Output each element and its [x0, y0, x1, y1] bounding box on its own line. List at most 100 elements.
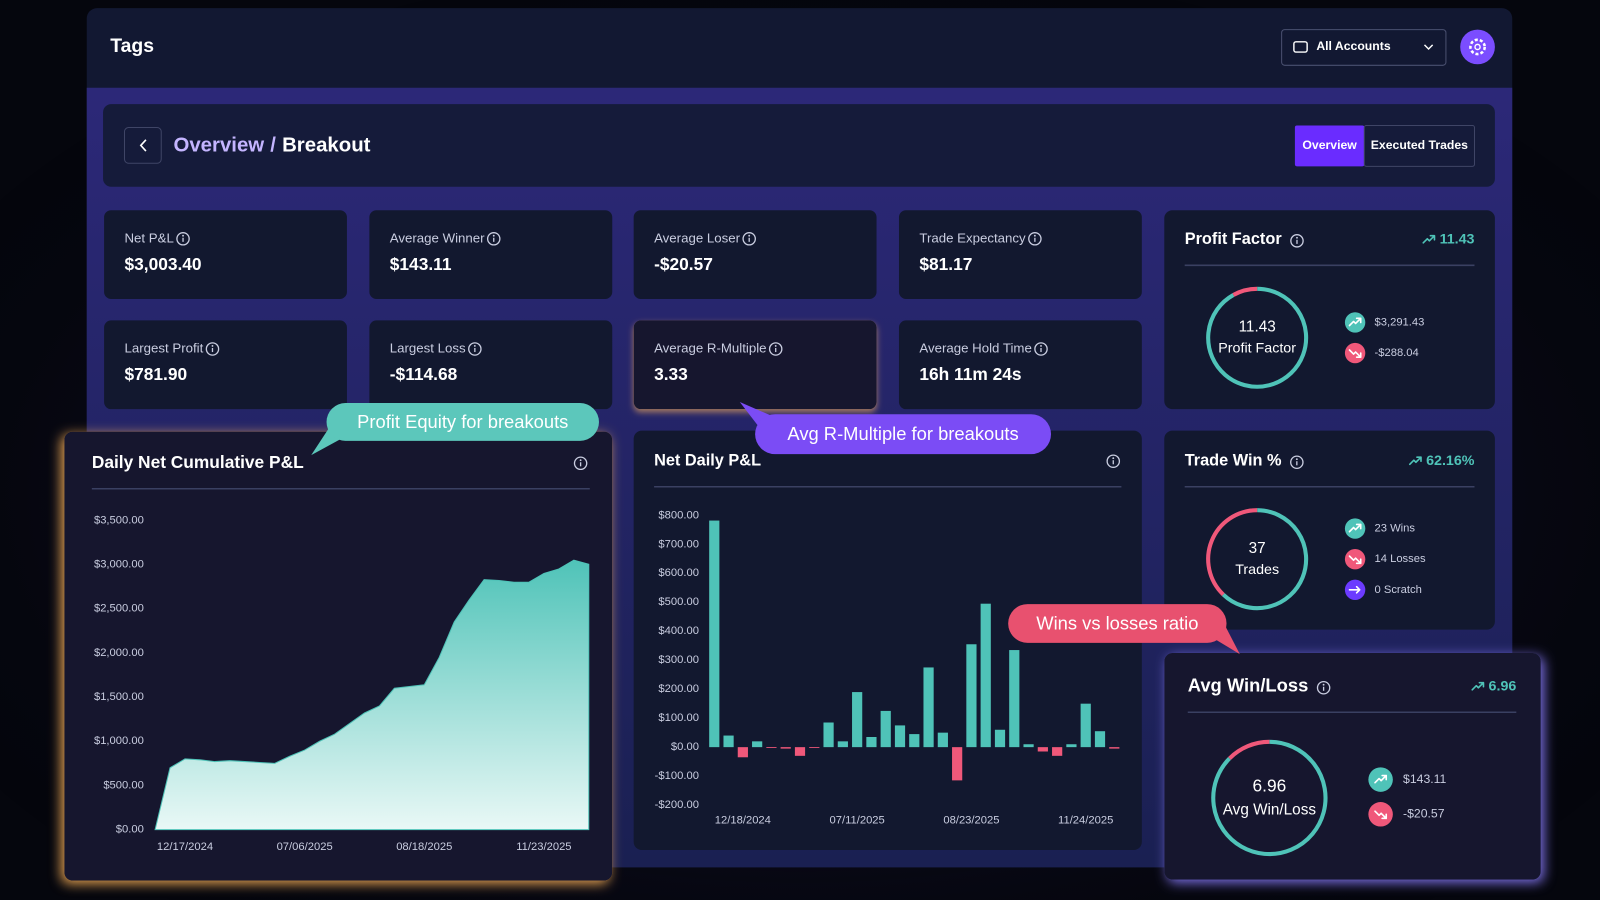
- tab-active[interactable]: [1294, 125, 1365, 167]
- y-tick-label: $600.00: [658, 567, 699, 579]
- breadcrumb-current: Breakout: [282, 134, 371, 156]
- y-tick-label: $2,000.00: [94, 647, 144, 659]
- bar: [1037, 747, 1048, 752]
- y-tick-label: $400.00: [658, 625, 699, 637]
- info-circle: [176, 231, 190, 246]
- y-tick-label: $500.00: [103, 779, 144, 791]
- legend-label: 23 Wins: [1374, 523, 1415, 535]
- dropdown-box[interactable]: [1281, 29, 1447, 66]
- settings-circle[interactable]: [1460, 29, 1495, 65]
- account-dropdown[interactable]: All Accounts: [1281, 29, 1447, 66]
- stat-card: [104, 210, 347, 299]
- briefcase-icon: [1293, 41, 1308, 53]
- x-tick-label: 12/18/2024: [715, 814, 771, 826]
- info-dot: [1112, 457, 1115, 460]
- trend-icon: [1348, 523, 1362, 533]
- info-icon: [1316, 680, 1331, 695]
- x-tick-label: 11/23/2025: [516, 841, 571, 853]
- tab-inactive[interactable]: [1363, 124, 1475, 167]
- y-tick-label: $3,000.00: [94, 559, 144, 571]
- account-label[interactable]: All Accounts: [1316, 39, 1391, 53]
- stat-card: [898, 320, 1142, 410]
- info-dot: [1296, 236, 1298, 239]
- stat-card: [633, 320, 877, 410]
- gear-icon: [1469, 38, 1486, 56]
- legend-label: 14 Losses: [1374, 553, 1426, 565]
- bar: [880, 710, 891, 748]
- stat-label: Average Winner: [390, 230, 485, 245]
- bar: [1080, 703, 1091, 748]
- callout-text: Wins vs losses ratio: [1036, 612, 1198, 633]
- chart-title: Daily Net Cumulative P&L: [92, 452, 304, 472]
- callout-pill: [755, 414, 1052, 455]
- info-icon: [742, 231, 756, 246]
- back-box[interactable]: [123, 127, 162, 164]
- info-dot: [211, 344, 214, 347]
- callout-pill: [326, 403, 599, 441]
- settings-button[interactable]: [1460, 29, 1495, 65]
- trend-icon: [1348, 317, 1362, 327]
- bar: [780, 747, 791, 749]
- y-tick-label: $200.00: [658, 683, 699, 695]
- stat-label: Largest Profit: [124, 340, 203, 355]
- info-icon: [205, 342, 220, 356]
- info-icon: [573, 456, 588, 471]
- stat-value: $81.17: [919, 254, 972, 274]
- card-title: Trade Win %: [1185, 452, 1282, 470]
- bar: [837, 741, 848, 748]
- stat-label: Largest Loss: [390, 340, 466, 355]
- info-icon: [1290, 234, 1304, 248]
- stat-label: Average Loser: [654, 230, 741, 245]
- bar: [937, 732, 948, 748]
- info-dot: [774, 344, 777, 347]
- info-circle: [1316, 680, 1331, 695]
- stat-label: Trade Expectancy: [919, 230, 1026, 245]
- info-circle: [573, 456, 588, 471]
- breadcrumb-parent[interactable]: Overview: [173, 134, 264, 156]
- gauge-arc: [1228, 739, 1270, 760]
- gauge-arc: [1206, 508, 1258, 597]
- y-tick-label: $1,000.00: [94, 735, 144, 747]
- info-icon: [1034, 342, 1048, 356]
- back-button[interactable]: [123, 127, 162, 164]
- bar: [809, 747, 820, 749]
- stat-value: -$20.57: [654, 254, 713, 274]
- tab-label[interactable]: Executed Trades: [1371, 138, 1468, 152]
- stat-card: [104, 320, 347, 410]
- trend-icon: [1348, 349, 1362, 358]
- info-dot: [748, 234, 751, 237]
- bar: [794, 747, 806, 756]
- bar: [1109, 747, 1120, 749]
- gear-center: [1474, 43, 1481, 51]
- bar: [952, 747, 963, 781]
- info-icon: [486, 231, 501, 246]
- x-tick-label: 07/06/2025: [277, 841, 333, 853]
- stat-value: $143.11: [390, 254, 452, 274]
- bar: [994, 729, 1006, 748]
- info-dot: [1322, 683, 1325, 686]
- bar: [709, 520, 720, 748]
- gauge-arc: [1221, 508, 1309, 611]
- info-dot: [1295, 458, 1298, 461]
- x-tick-label: 08/23/2025: [943, 814, 999, 826]
- callout-text: Profit Equity for breakouts: [357, 411, 568, 432]
- breadcrumb-separator: /: [270, 134, 276, 156]
- bar: [737, 747, 748, 758]
- stat-label: Average Hold Time: [919, 340, 1031, 355]
- info-circle: [1106, 454, 1121, 469]
- trend-icon: [1374, 810, 1388, 820]
- gauge-arc: [1206, 286, 1309, 389]
- legend-label: $143.11: [1403, 772, 1447, 786]
- tab-label[interactable]: Overview: [1302, 138, 1357, 152]
- bar: [752, 741, 763, 748]
- x-tick-label: 08/18/2025: [396, 841, 452, 853]
- profit-factor-card: [1164, 210, 1495, 410]
- info-circle: [1290, 234, 1304, 248]
- y-tick-label: $3,500.00: [94, 514, 144, 526]
- x-tick-label: 11/24/2025: [1058, 814, 1113, 826]
- gauge-label: Profit Factor: [1218, 341, 1296, 357]
- info-circle: [768, 342, 783, 356]
